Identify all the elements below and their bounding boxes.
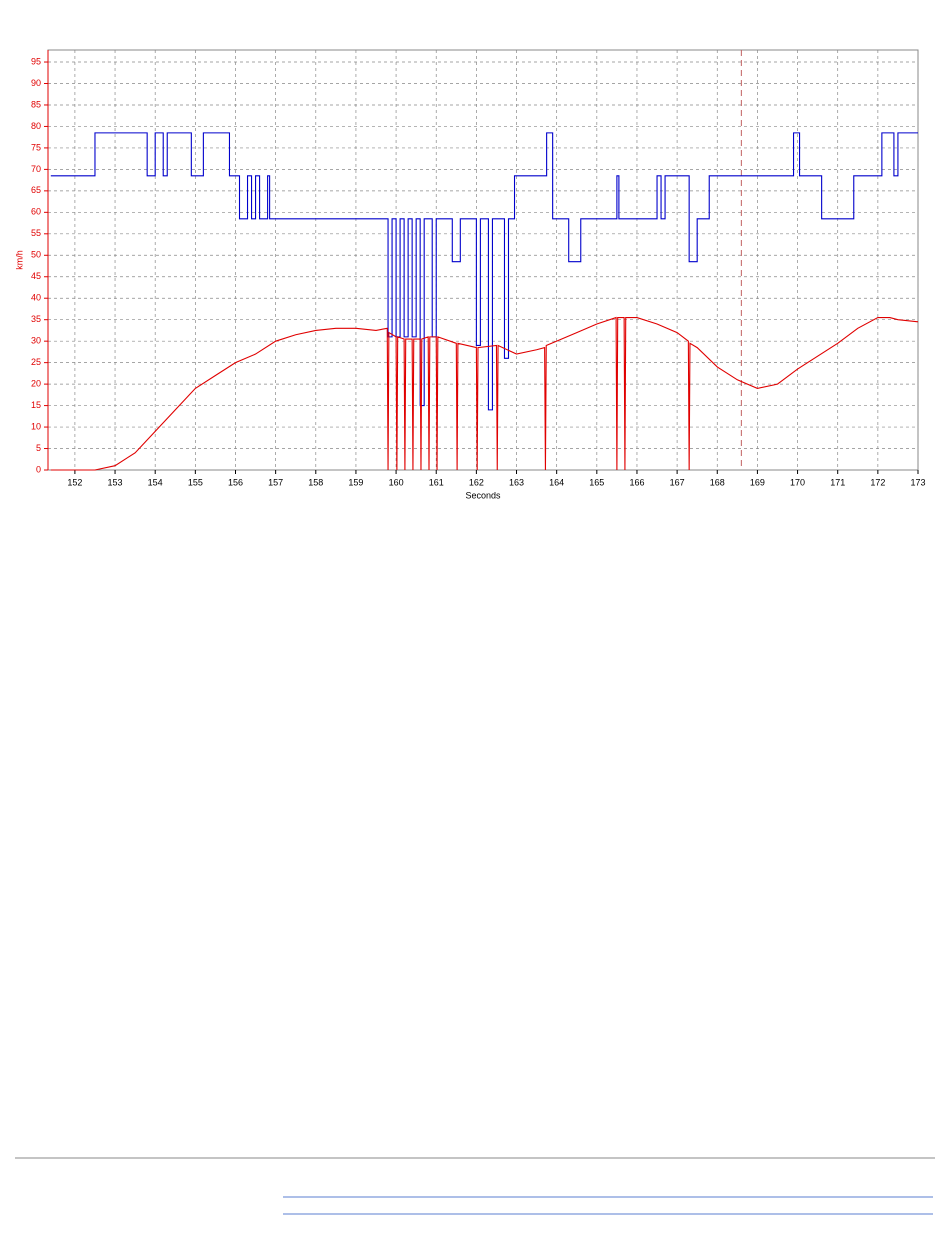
y-tick-label: 25 <box>31 357 41 367</box>
y-tick-label: 75 <box>31 142 41 152</box>
x-tick-label: 173 <box>910 477 925 487</box>
data-line <box>50 316 919 471</box>
x-tick-label: 172 <box>870 477 885 487</box>
y-tick-label: 65 <box>31 185 41 195</box>
y-tick-label: 35 <box>31 314 41 324</box>
x-tick-label: 163 <box>509 477 524 487</box>
y-tick-label: 50 <box>31 250 41 260</box>
y-tick-label: 0 <box>36 464 41 474</box>
x-tick-label: 164 <box>549 477 564 487</box>
x-tick-label: 160 <box>389 477 404 487</box>
x-tick-label: 153 <box>108 477 123 487</box>
y-tick-label: 10 <box>31 421 41 431</box>
x-tick-label: 161 <box>429 477 444 487</box>
x-tick-label: 158 <box>308 477 323 487</box>
y-tick-label: 85 <box>31 99 41 109</box>
y-tick-label: 70 <box>31 164 41 174</box>
y-tick-label: 45 <box>31 271 41 281</box>
x-tick-label: 156 <box>228 477 243 487</box>
x-axis-label: Seconds <box>465 490 501 500</box>
x-tick-label: 166 <box>629 477 644 487</box>
x-tick-label: 168 <box>710 477 725 487</box>
x-tick-label: 165 <box>589 477 604 487</box>
y-tick-label: 40 <box>31 293 41 303</box>
x-tick-label: 154 <box>148 477 163 487</box>
data-line <box>50 132 918 411</box>
x-tick-label: 169 <box>750 477 765 487</box>
y-tick-label: 55 <box>31 228 41 238</box>
y-axis-label: km/h <box>14 250 24 270</box>
x-tick-label: 167 <box>670 477 685 487</box>
y-tick-label: 15 <box>31 400 41 410</box>
y-tick-label: 80 <box>31 121 41 131</box>
x-tick-label: 159 <box>348 477 363 487</box>
x-tick-label: 152 <box>67 477 82 487</box>
x-tick-label: 155 <box>188 477 203 487</box>
y-tick-label: 95 <box>31 56 41 66</box>
x-tick-label: 157 <box>268 477 283 487</box>
x-tick-label: 162 <box>469 477 484 487</box>
x-tick-label: 170 <box>790 477 805 487</box>
x-tick-label: 171 <box>830 477 845 487</box>
y-tick-label: 5 <box>36 443 41 453</box>
y-tick-label: 60 <box>31 207 41 217</box>
plot-area <box>47 49 919 471</box>
y-tick-label: 30 <box>31 336 41 346</box>
y-tick-label: 90 <box>31 78 41 88</box>
y-tick-label: 20 <box>31 378 41 388</box>
